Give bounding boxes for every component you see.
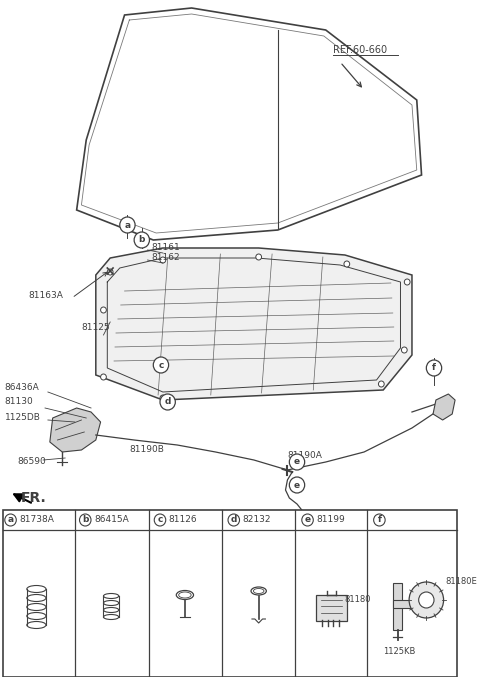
Circle shape: [5, 514, 16, 526]
Circle shape: [154, 514, 166, 526]
Text: 82132: 82132: [242, 515, 271, 525]
Text: 1125DB: 1125DB: [5, 414, 41, 422]
Polygon shape: [96, 248, 412, 400]
Circle shape: [160, 395, 166, 401]
Text: 81190B: 81190B: [129, 445, 164, 454]
Circle shape: [153, 357, 168, 373]
Ellipse shape: [27, 621, 46, 628]
Circle shape: [160, 257, 166, 263]
Text: d: d: [230, 515, 237, 525]
Text: 81162: 81162: [151, 253, 180, 261]
Circle shape: [419, 592, 434, 608]
Circle shape: [344, 261, 350, 267]
Text: 81163A: 81163A: [29, 290, 64, 299]
Text: 81199: 81199: [316, 515, 345, 525]
Text: 81180: 81180: [344, 596, 371, 605]
Text: b: b: [139, 236, 145, 244]
Circle shape: [289, 477, 305, 493]
Circle shape: [409, 582, 444, 618]
Circle shape: [378, 381, 384, 387]
Circle shape: [101, 374, 107, 380]
Circle shape: [108, 269, 113, 275]
Text: c: c: [157, 515, 163, 525]
Text: FR.: FR.: [21, 491, 47, 505]
Circle shape: [373, 514, 385, 526]
Text: c: c: [158, 360, 164, 370]
Circle shape: [302, 514, 313, 526]
Circle shape: [256, 254, 262, 260]
Text: f: f: [432, 364, 436, 372]
Ellipse shape: [104, 607, 119, 613]
Ellipse shape: [104, 600, 119, 605]
Ellipse shape: [27, 603, 46, 611]
Text: e: e: [294, 458, 300, 466]
Ellipse shape: [27, 586, 46, 592]
Circle shape: [134, 232, 149, 248]
Ellipse shape: [27, 613, 46, 619]
Circle shape: [160, 394, 175, 410]
Circle shape: [101, 307, 107, 313]
Text: a: a: [8, 515, 13, 525]
Text: 86436A: 86436A: [5, 383, 39, 393]
Ellipse shape: [104, 594, 119, 598]
Text: 81738A: 81738A: [19, 515, 54, 525]
Text: e: e: [294, 481, 300, 489]
Ellipse shape: [253, 588, 264, 594]
Text: 86415A: 86415A: [94, 515, 129, 525]
Polygon shape: [393, 600, 415, 608]
Text: 1125KB: 1125KB: [384, 647, 416, 656]
Text: f: f: [377, 515, 382, 525]
Circle shape: [401, 347, 407, 353]
Ellipse shape: [104, 615, 119, 619]
Text: 81126: 81126: [168, 515, 197, 525]
Polygon shape: [50, 408, 101, 452]
Circle shape: [80, 514, 91, 526]
Ellipse shape: [176, 590, 193, 600]
Text: 81130: 81130: [5, 397, 34, 406]
Polygon shape: [77, 8, 421, 240]
Polygon shape: [393, 583, 402, 630]
Circle shape: [426, 360, 442, 376]
Circle shape: [404, 279, 410, 285]
FancyBboxPatch shape: [316, 595, 347, 621]
Text: a: a: [124, 221, 131, 230]
Text: REF.60-660: REF.60-660: [334, 45, 387, 55]
Circle shape: [289, 454, 305, 470]
Circle shape: [120, 217, 135, 233]
Text: 86590: 86590: [17, 458, 46, 466]
Text: 81180E: 81180E: [445, 577, 477, 586]
Text: 81125: 81125: [82, 324, 110, 332]
FancyBboxPatch shape: [3, 510, 457, 677]
Ellipse shape: [251, 587, 266, 595]
Circle shape: [228, 514, 240, 526]
Text: d: d: [165, 397, 171, 406]
Text: 81190A: 81190A: [288, 450, 322, 460]
Ellipse shape: [179, 592, 191, 598]
Polygon shape: [433, 394, 455, 420]
Text: 81161: 81161: [151, 242, 180, 251]
Ellipse shape: [27, 594, 46, 601]
Text: b: b: [82, 515, 88, 525]
Text: e: e: [304, 515, 311, 525]
